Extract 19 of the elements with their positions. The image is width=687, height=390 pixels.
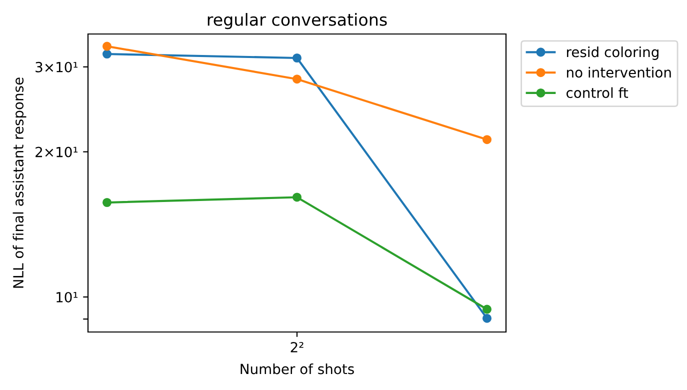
point bbox=[102, 50, 112, 59]
legend-label: resid coloring bbox=[567, 46, 658, 60]
point bbox=[292, 192, 302, 202]
point bbox=[482, 304, 492, 314]
y-axis-title: NLL of final assistant response bbox=[12, 78, 26, 288]
point bbox=[482, 135, 492, 144]
point bbox=[292, 74, 302, 84]
point bbox=[482, 314, 492, 323]
point bbox=[102, 198, 112, 208]
point bbox=[102, 42, 112, 51]
point bbox=[292, 53, 302, 63]
x-axis-title: Number of shots bbox=[240, 363, 354, 374]
x-tick-label: 2² bbox=[290, 342, 304, 352]
chart-title: regular conversations bbox=[208, 13, 387, 30]
legend-label: no intervention bbox=[567, 66, 671, 78]
y-tick-label: 2×10¹ bbox=[36, 146, 78, 158]
y-tick-label: 3×10¹ bbox=[36, 62, 78, 72]
y-tick-label: 10¹ bbox=[56, 292, 78, 302]
legend-label: control ft bbox=[566, 87, 628, 98]
